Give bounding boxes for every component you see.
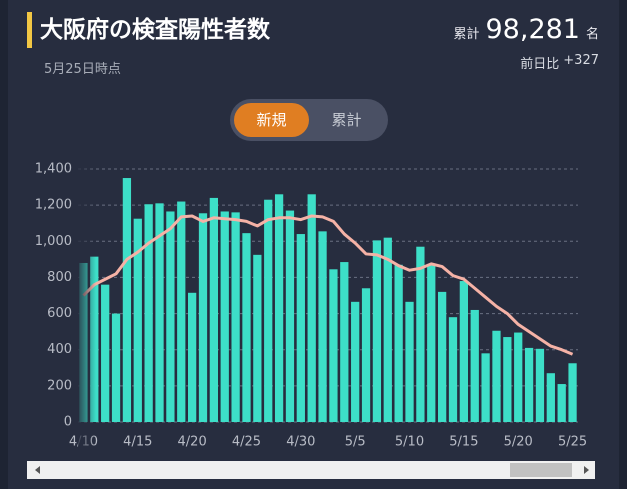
bar bbox=[133, 218, 142, 422]
x-tick-label: 5/20 bbox=[504, 435, 533, 450]
moving-average-line bbox=[82, 214, 574, 356]
bar bbox=[253, 254, 262, 422]
bar bbox=[307, 194, 316, 422]
x-tick-label: 4/20 bbox=[178, 435, 207, 450]
bar bbox=[177, 201, 186, 422]
bar bbox=[318, 231, 327, 422]
bar bbox=[416, 246, 425, 422]
x-tick-label: 5/25 bbox=[558, 435, 587, 450]
y-tick-label: 1,400 bbox=[35, 162, 72, 177]
bar bbox=[492, 330, 501, 422]
bar bbox=[459, 281, 468, 422]
bar bbox=[427, 264, 436, 422]
x-tick-label: 5/15 bbox=[449, 435, 478, 450]
bar bbox=[535, 348, 545, 422]
y-tick-label: 0 bbox=[64, 415, 72, 430]
total-unit: 名 bbox=[585, 27, 599, 42]
y-tick-label: 600 bbox=[47, 306, 72, 321]
total-value: 98,281 bbox=[485, 14, 580, 45]
bar bbox=[188, 292, 197, 422]
bar bbox=[524, 347, 534, 422]
bar bbox=[285, 210, 295, 422]
bar bbox=[383, 237, 392, 422]
diff: 前日比 +327 bbox=[520, 53, 599, 72]
bar bbox=[264, 199, 273, 422]
bar bbox=[546, 373, 555, 422]
scrollbar[interactable] bbox=[27, 461, 595, 479]
scroll-left[interactable] bbox=[35, 466, 40, 474]
x-tick-label: 5/5 bbox=[345, 435, 366, 450]
bar bbox=[329, 269, 338, 422]
bar bbox=[470, 309, 479, 422]
bar bbox=[242, 233, 251, 422]
toggle-new[interactable]: 新規 bbox=[234, 103, 309, 137]
scroll-right[interactable] bbox=[584, 466, 589, 474]
bar bbox=[101, 284, 110, 422]
bar bbox=[481, 353, 490, 422]
bar bbox=[438, 291, 447, 422]
bar bbox=[405, 301, 414, 422]
bar bbox=[394, 264, 403, 422]
bar bbox=[198, 213, 208, 422]
bar bbox=[568, 363, 577, 422]
x-tick-label: 4/15 bbox=[123, 435, 152, 450]
bar bbox=[296, 234, 305, 422]
scroll-thumb[interactable] bbox=[510, 463, 572, 477]
bar bbox=[111, 313, 121, 422]
bar bbox=[514, 332, 523, 422]
x-tick-label: 4/30 bbox=[286, 435, 315, 450]
y-tick-label: 1,000 bbox=[35, 234, 72, 249]
bar bbox=[503, 337, 512, 422]
scroll-fade bbox=[78, 164, 96, 447]
x-tick-label: 5/10 bbox=[395, 435, 424, 450]
bar bbox=[144, 204, 153, 422]
bar bbox=[351, 301, 360, 422]
y-tick-label: 1,200 bbox=[35, 198, 72, 213]
bar bbox=[122, 178, 132, 422]
bar bbox=[340, 262, 349, 422]
toggle-cumulative[interactable]: 累計 bbox=[331, 111, 362, 129]
bar bbox=[231, 212, 240, 422]
title-accent bbox=[27, 12, 32, 48]
y-tick-label: 800 bbox=[47, 270, 72, 285]
toggle: 新規 累計 bbox=[230, 99, 388, 141]
bar bbox=[448, 317, 458, 422]
total-label: 累計 bbox=[453, 27, 480, 42]
y-tick-label: 200 bbox=[47, 378, 72, 393]
bar bbox=[166, 211, 175, 422]
bar bbox=[155, 203, 164, 422]
x-tick-label: 4/25 bbox=[232, 435, 261, 450]
bar bbox=[372, 240, 382, 422]
as-of-date: 5月25日時点 bbox=[44, 62, 121, 77]
bar bbox=[557, 384, 566, 422]
bar bbox=[220, 211, 229, 422]
title: 大阪府の検査陽性者数 bbox=[40, 17, 270, 43]
diff-value: +327 bbox=[563, 53, 599, 68]
bar bbox=[209, 197, 218, 422]
y-tick-label: 400 bbox=[47, 342, 72, 357]
bar bbox=[274, 194, 284, 422]
total: 累計 98,281 名 bbox=[453, 14, 599, 45]
diff-label: 前日比 bbox=[520, 57, 560, 72]
bar bbox=[361, 288, 371, 422]
